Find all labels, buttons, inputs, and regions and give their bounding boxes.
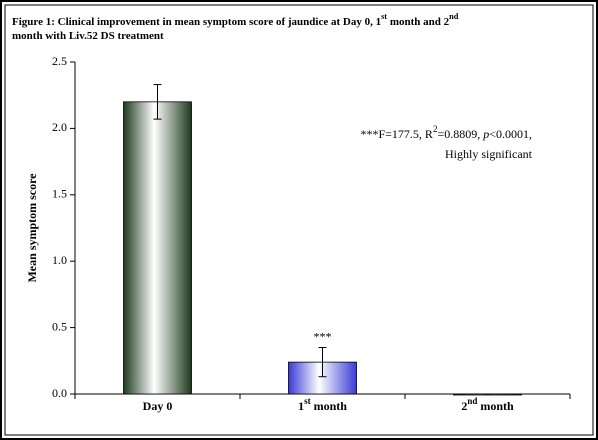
y-tick-label: 0.0 xyxy=(52,386,67,400)
text-part: month and 2 xyxy=(387,16,450,28)
text-part: <0.0001, xyxy=(489,127,532,141)
error-bar xyxy=(153,84,162,120)
chart-title-line: month with Liv.52 DS treatment xyxy=(12,30,164,42)
error-bar xyxy=(318,347,327,378)
text-part: ***F=177.5, R xyxy=(360,127,432,141)
annotation: Highly significant xyxy=(445,147,533,161)
text-part: 1 xyxy=(298,399,304,413)
y-tick-label: 1.0 xyxy=(52,253,67,267)
y-tick-label: 1.5 xyxy=(52,187,67,201)
text-part: st xyxy=(381,12,387,21)
text-part: st xyxy=(304,396,311,406)
text-part: 2 xyxy=(461,399,467,413)
text-part: Highly significant xyxy=(445,147,533,161)
x-tick-label: Day 0 xyxy=(143,399,173,413)
bar xyxy=(123,101,192,395)
text-part: 2 xyxy=(433,124,438,134)
chart-title: Figure 1: Clinical improvement in mean s… xyxy=(12,12,459,27)
text-part: p xyxy=(482,127,489,141)
bar-label: *** xyxy=(314,329,332,343)
text-part: nd xyxy=(449,12,459,21)
inner-frame xyxy=(4,4,594,436)
annotation: ***F=177.5, R2=0.8809, p<0.0001, xyxy=(360,124,532,141)
y-axis-label: Mean symptom score xyxy=(25,173,39,283)
text-part: =0.8809, xyxy=(437,127,483,141)
y-tick-label: 0.5 xyxy=(52,319,67,333)
x-tick-label: 2nd month xyxy=(461,396,514,413)
text-part: month xyxy=(311,399,348,413)
y-tick-label: 2.5 xyxy=(52,54,67,68)
text-part: month with Liv.52 DS treatment xyxy=(12,30,164,42)
text-part: nd xyxy=(467,396,477,406)
text-part: Figure 1: Clinical improvement in mean s… xyxy=(12,16,381,28)
text-part: Day 0 xyxy=(143,399,173,413)
text-part: month xyxy=(477,399,514,413)
x-tick-label: 1st month xyxy=(298,396,347,413)
y-tick-label: 2.0 xyxy=(52,120,67,134)
